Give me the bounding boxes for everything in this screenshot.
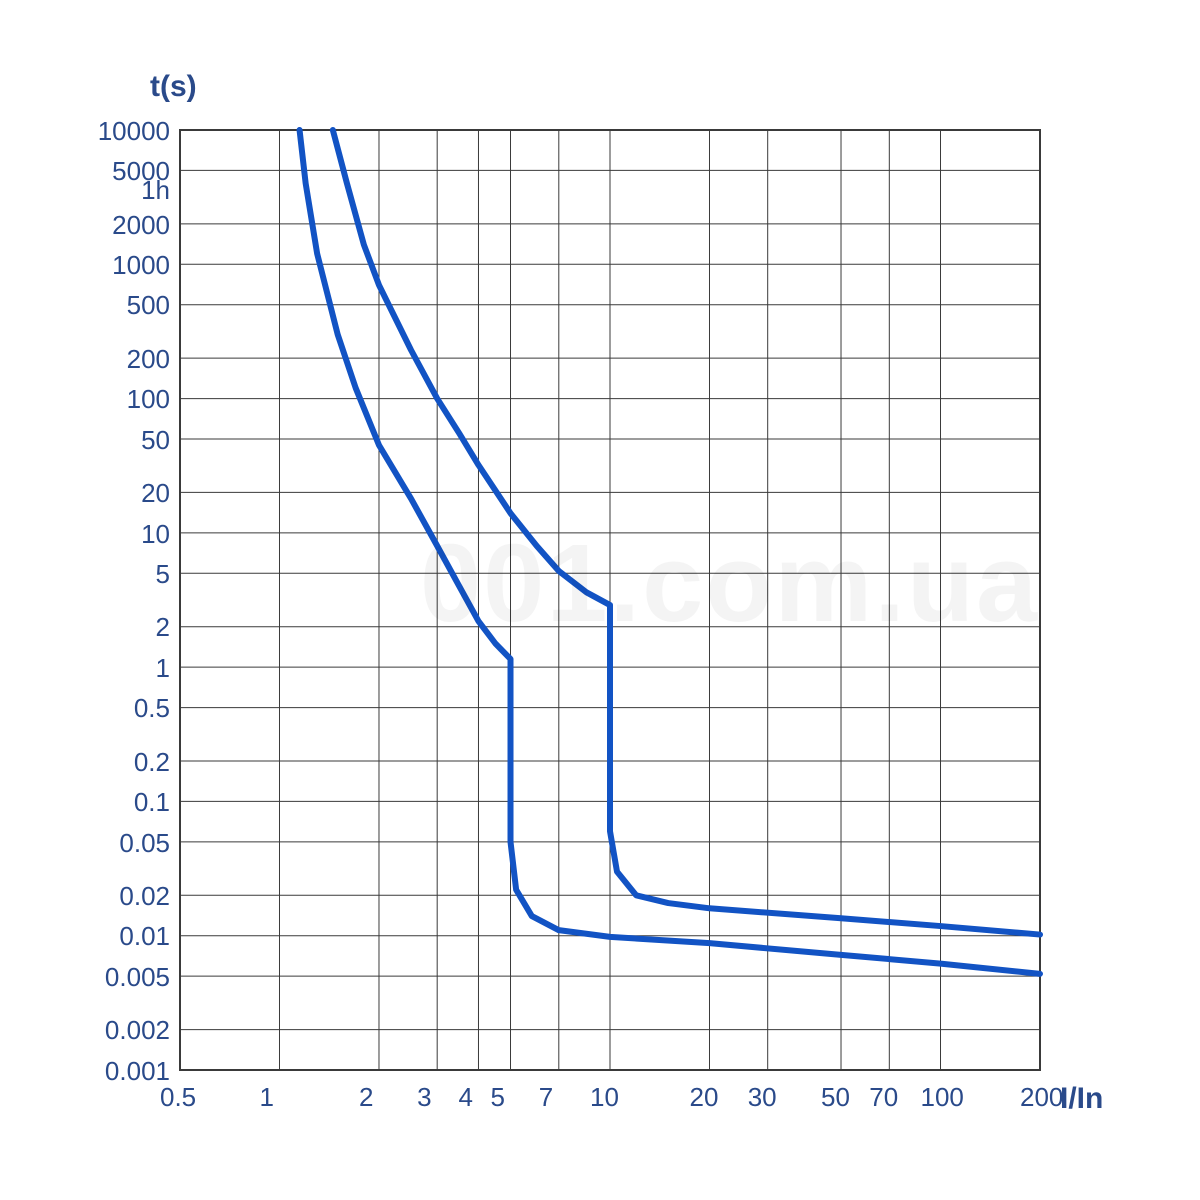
y-tick-label: 0.5 [134, 693, 170, 724]
y-tick-label: 0.002 [105, 1015, 170, 1046]
x-tick-label: 200 [1020, 1082, 1063, 1113]
y-tick-label: 1h [141, 175, 170, 206]
y-tick-label: 0.1 [134, 787, 170, 818]
x-tick-label: 50 [821, 1082, 850, 1113]
y-tick-label: 100 [127, 384, 170, 415]
y-tick-label: 0.05 [119, 828, 170, 859]
y-tick-label: 500 [127, 290, 170, 321]
x-tick-label: 100 [921, 1082, 964, 1113]
y-tick-label: 0.005 [105, 962, 170, 993]
y-tick-label: 5 [156, 559, 170, 590]
y-tick-label: 10 [141, 519, 170, 550]
y-tick-label: 10000 [98, 116, 170, 147]
x-tick-label: 7 [539, 1082, 553, 1113]
y-tick-label: 50 [141, 425, 170, 456]
y-tick-label: 1 [156, 653, 170, 684]
trip-curve-chart: t(s) 001.com.ua 1000050001h2000100050020… [0, 0, 1200, 1200]
x-tick-label: 30 [748, 1082, 777, 1113]
x-tick-label: 2 [359, 1082, 373, 1113]
y-tick-label: 0.02 [119, 881, 170, 912]
chart-svg [0, 0, 1200, 1200]
y-tick-label: 2 [156, 612, 170, 643]
x-tick-label: 1 [259, 1082, 273, 1113]
y-tick-label: 0.01 [119, 921, 170, 952]
x-tick-label: 20 [689, 1082, 718, 1113]
x-tick-label: 3 [417, 1082, 431, 1113]
y-tick-label: 0.2 [134, 747, 170, 778]
x-tick-label: 70 [869, 1082, 898, 1113]
y-tick-label: 2000 [112, 210, 170, 241]
y-tick-label: 1000 [112, 250, 170, 281]
y-tick-label: 200 [127, 344, 170, 375]
x-tick-label: 5 [491, 1082, 505, 1113]
x-tick-label: 0.5 [160, 1082, 196, 1113]
y-tick-label: 20 [141, 478, 170, 509]
x-tick-label: 10 [590, 1082, 619, 1113]
x-tick-label: 4 [458, 1082, 472, 1113]
x-axis-title: I/In [1060, 1082, 1103, 1116]
